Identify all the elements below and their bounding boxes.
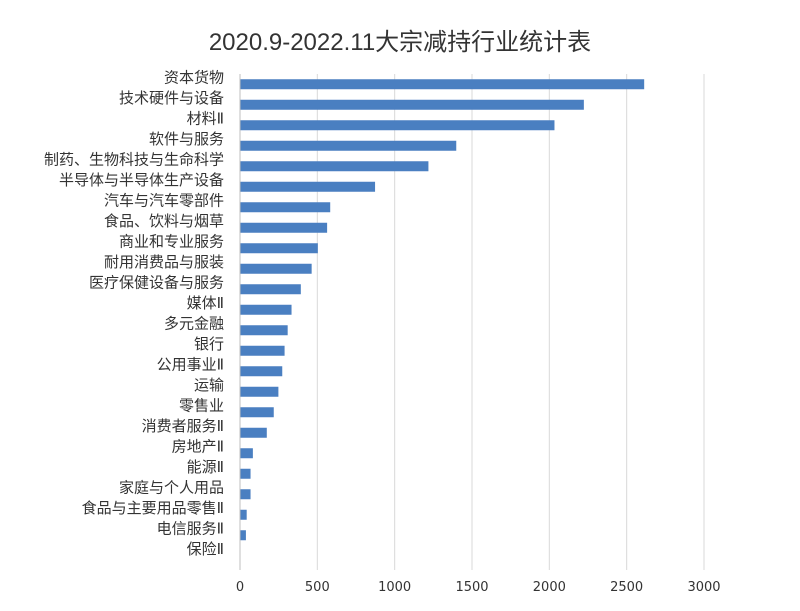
bar	[240, 386, 279, 397]
category-label: 运输	[194, 376, 224, 394]
bar	[240, 263, 312, 274]
category-label: 资本货物	[164, 68, 224, 86]
category-label: 零售业	[179, 396, 224, 414]
category-label: 技术硬件与设备	[119, 89, 224, 107]
category-label: 电信服务Ⅱ	[157, 519, 224, 537]
bar	[240, 222, 328, 233]
bar	[240, 243, 318, 254]
bar	[240, 448, 253, 459]
category-label: 材料Ⅱ	[187, 109, 224, 127]
category-label: 银行	[194, 335, 224, 353]
bar	[240, 530, 246, 541]
bar	[240, 304, 292, 315]
bar	[240, 325, 288, 336]
category-label: 半导体与半导体生产设备	[59, 171, 224, 189]
bar	[240, 79, 645, 90]
bar	[240, 489, 251, 500]
x-tick-label: 1000	[378, 580, 411, 595]
category-label: 汽车与汽车零部件	[104, 191, 224, 209]
bar	[240, 509, 247, 520]
bar	[240, 284, 301, 295]
x-tick-label: 2500	[610, 580, 643, 595]
category-label: 保险Ⅱ	[187, 540, 224, 558]
category-label: 房地产Ⅱ	[172, 437, 224, 455]
bar	[240, 99, 584, 110]
bar	[240, 345, 285, 356]
category-label: 商业和专业服务	[119, 232, 224, 250]
chart-title: 2020.9-2022.11大宗减持行业统计表	[208, 29, 592, 56]
bar	[240, 202, 331, 213]
bar	[240, 468, 251, 479]
x-tick-label: 1500	[455, 580, 488, 595]
category-label: 媒体Ⅱ	[187, 294, 224, 312]
x-tick-label: 0	[236, 580, 244, 595]
bar	[240, 161, 429, 172]
bar	[240, 407, 274, 418]
bar	[240, 181, 376, 192]
category-label: 消费者服务Ⅱ	[142, 417, 224, 435]
category-label: 公用事业Ⅱ	[157, 355, 224, 373]
category-label: 耐用消费品与服装	[104, 253, 224, 271]
x-tick-label: 500	[305, 580, 330, 595]
bar	[240, 427, 267, 438]
category-label: 家庭与个人用品	[119, 478, 224, 496]
category-label: 食品、饮料与烟草	[104, 212, 224, 230]
bar	[240, 140, 457, 151]
category-label: 软件与服务	[149, 130, 224, 148]
bar	[240, 120, 555, 131]
x-tick-label: 2000	[533, 580, 566, 595]
category-label: 多元金融	[164, 314, 224, 332]
bar	[240, 366, 283, 377]
category-label: 制药、生物科技与生命科学	[44, 150, 224, 168]
category-label: 食品与主要用品零售Ⅱ	[82, 499, 224, 517]
category-label: 医疗保健设备与服务	[89, 273, 224, 291]
category-label: 能源Ⅱ	[187, 458, 224, 476]
x-tick-label: 3000	[687, 580, 720, 595]
